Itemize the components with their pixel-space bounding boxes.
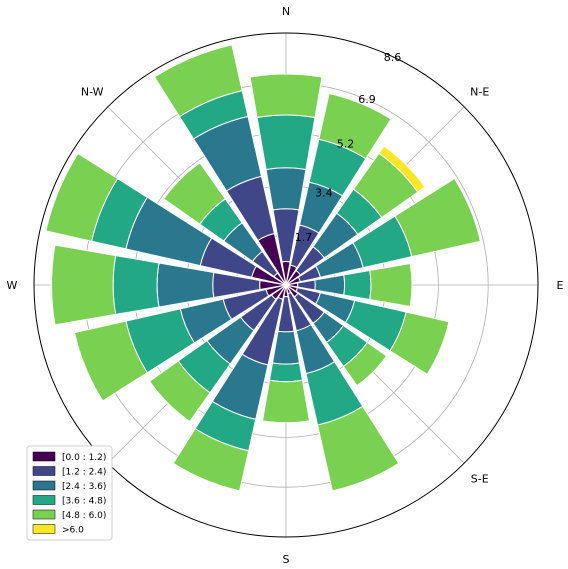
wind-bar-N-bin4 xyxy=(249,73,323,119)
outer-ring xyxy=(33,32,539,538)
radial-tick-label: 8.6 xyxy=(384,51,402,64)
legend-swatch xyxy=(32,495,56,505)
wind-bar-S-SW-bin4 xyxy=(172,427,250,492)
legend-label: [4.8 : 6.0) xyxy=(62,511,106,521)
wind-bar-W-SW-bin4 xyxy=(73,320,148,402)
direction-label-N-W: N-W xyxy=(81,85,104,98)
wind-bar-S-bin2 xyxy=(271,330,301,365)
direction-label-N-E: N-E xyxy=(470,85,489,98)
direction-label-S-E: S-E xyxy=(471,473,489,486)
wind-bar-N-W-bin4 xyxy=(163,162,226,225)
wind-bar-E-SE-bin4 xyxy=(389,311,450,375)
legend: [0.0 : 1.2) [1.2 : 2.4) [2.4 : 3.6) [3.6 : … xyxy=(26,445,113,541)
direction-label-S: S xyxy=(283,553,290,566)
wind-bar-W-NW-bin4 xyxy=(45,152,119,242)
radial-tick-label: 3.4 xyxy=(315,186,333,199)
legend-label: [1.2 : 2.4) xyxy=(62,468,106,478)
wind-bar-N-E-bin5 xyxy=(378,145,426,193)
legend-swatch xyxy=(32,524,56,534)
wind-bar-E-bin3 xyxy=(343,269,372,301)
legend-label: [0.0 : 1.2) xyxy=(62,453,106,463)
wind-bar-W-bin4 xyxy=(51,244,117,326)
wind-bar-N-bin2 xyxy=(265,167,307,211)
wind-bar-N-NE-bin4 xyxy=(318,92,392,160)
legend-swatch xyxy=(32,451,56,462)
radial-tick-label: 5.2 xyxy=(337,138,355,151)
direction-label-N: N xyxy=(282,5,290,18)
wind-bars xyxy=(45,44,481,492)
wind-bar-S-W-bin4 xyxy=(148,360,211,423)
wind-bar-S-E-bin4 xyxy=(342,341,388,387)
wind-bar-S-bin3 xyxy=(268,362,304,383)
wind-bar-N-bin3 xyxy=(256,114,316,171)
wind-bar-S-SE-bin4 xyxy=(316,405,400,492)
wind-bar-W-bin3 xyxy=(112,254,160,316)
legend-swatch xyxy=(32,509,56,520)
legend-label: [2.4 : 3.6) xyxy=(62,482,106,492)
legend-swatch xyxy=(32,480,56,491)
radial-tick-label: 1.7 xyxy=(295,231,313,244)
legend-swatch xyxy=(32,466,56,476)
direction-label-W: W xyxy=(7,279,18,292)
wind-bar-W-bin2 xyxy=(156,262,215,308)
wind-bar-E-NE-bin4 xyxy=(394,177,481,258)
legend-label: >6.0 xyxy=(62,526,84,536)
radial-tick-labels: 1.7 3.4 5.2 6.9 8.6 xyxy=(295,51,402,244)
legend-label: [3.6 : 4.8) xyxy=(62,497,106,507)
wind-bar-E-bin2 xyxy=(314,274,346,296)
direction-label-E: E xyxy=(557,279,564,292)
radial-tick-label: 6.9 xyxy=(358,93,376,106)
wind-bar-S-bin4 xyxy=(261,379,311,424)
wind-bar-E-bin4 xyxy=(369,262,413,308)
wind-bar-N-NW-bin4 xyxy=(153,44,243,118)
